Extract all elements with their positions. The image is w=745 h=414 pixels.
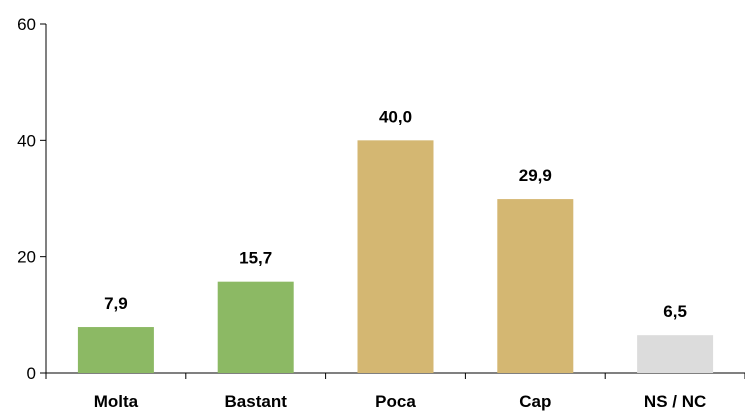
x-tick-label: Molta (94, 392, 139, 411)
x-tick-label: Poca (375, 392, 416, 411)
bar (358, 140, 434, 373)
bar (637, 335, 713, 373)
x-tick-label: Cap (519, 392, 551, 411)
data-label: 40,0 (379, 107, 412, 126)
data-label: 7,9 (104, 294, 128, 313)
y-tick-label: 60 (17, 15, 36, 34)
bar (497, 199, 573, 373)
data-label: 6,5 (663, 302, 687, 321)
bar (78, 327, 154, 373)
y-tick-label: 0 (27, 364, 36, 383)
x-tick-label: Bastant (225, 392, 288, 411)
bar (218, 282, 294, 373)
y-tick-label: 40 (17, 131, 36, 150)
x-tick-label: NS / NC (644, 392, 706, 411)
data-label: 29,9 (519, 166, 552, 185)
data-label: 15,7 (239, 249, 272, 268)
y-tick-label: 20 (17, 248, 36, 267)
